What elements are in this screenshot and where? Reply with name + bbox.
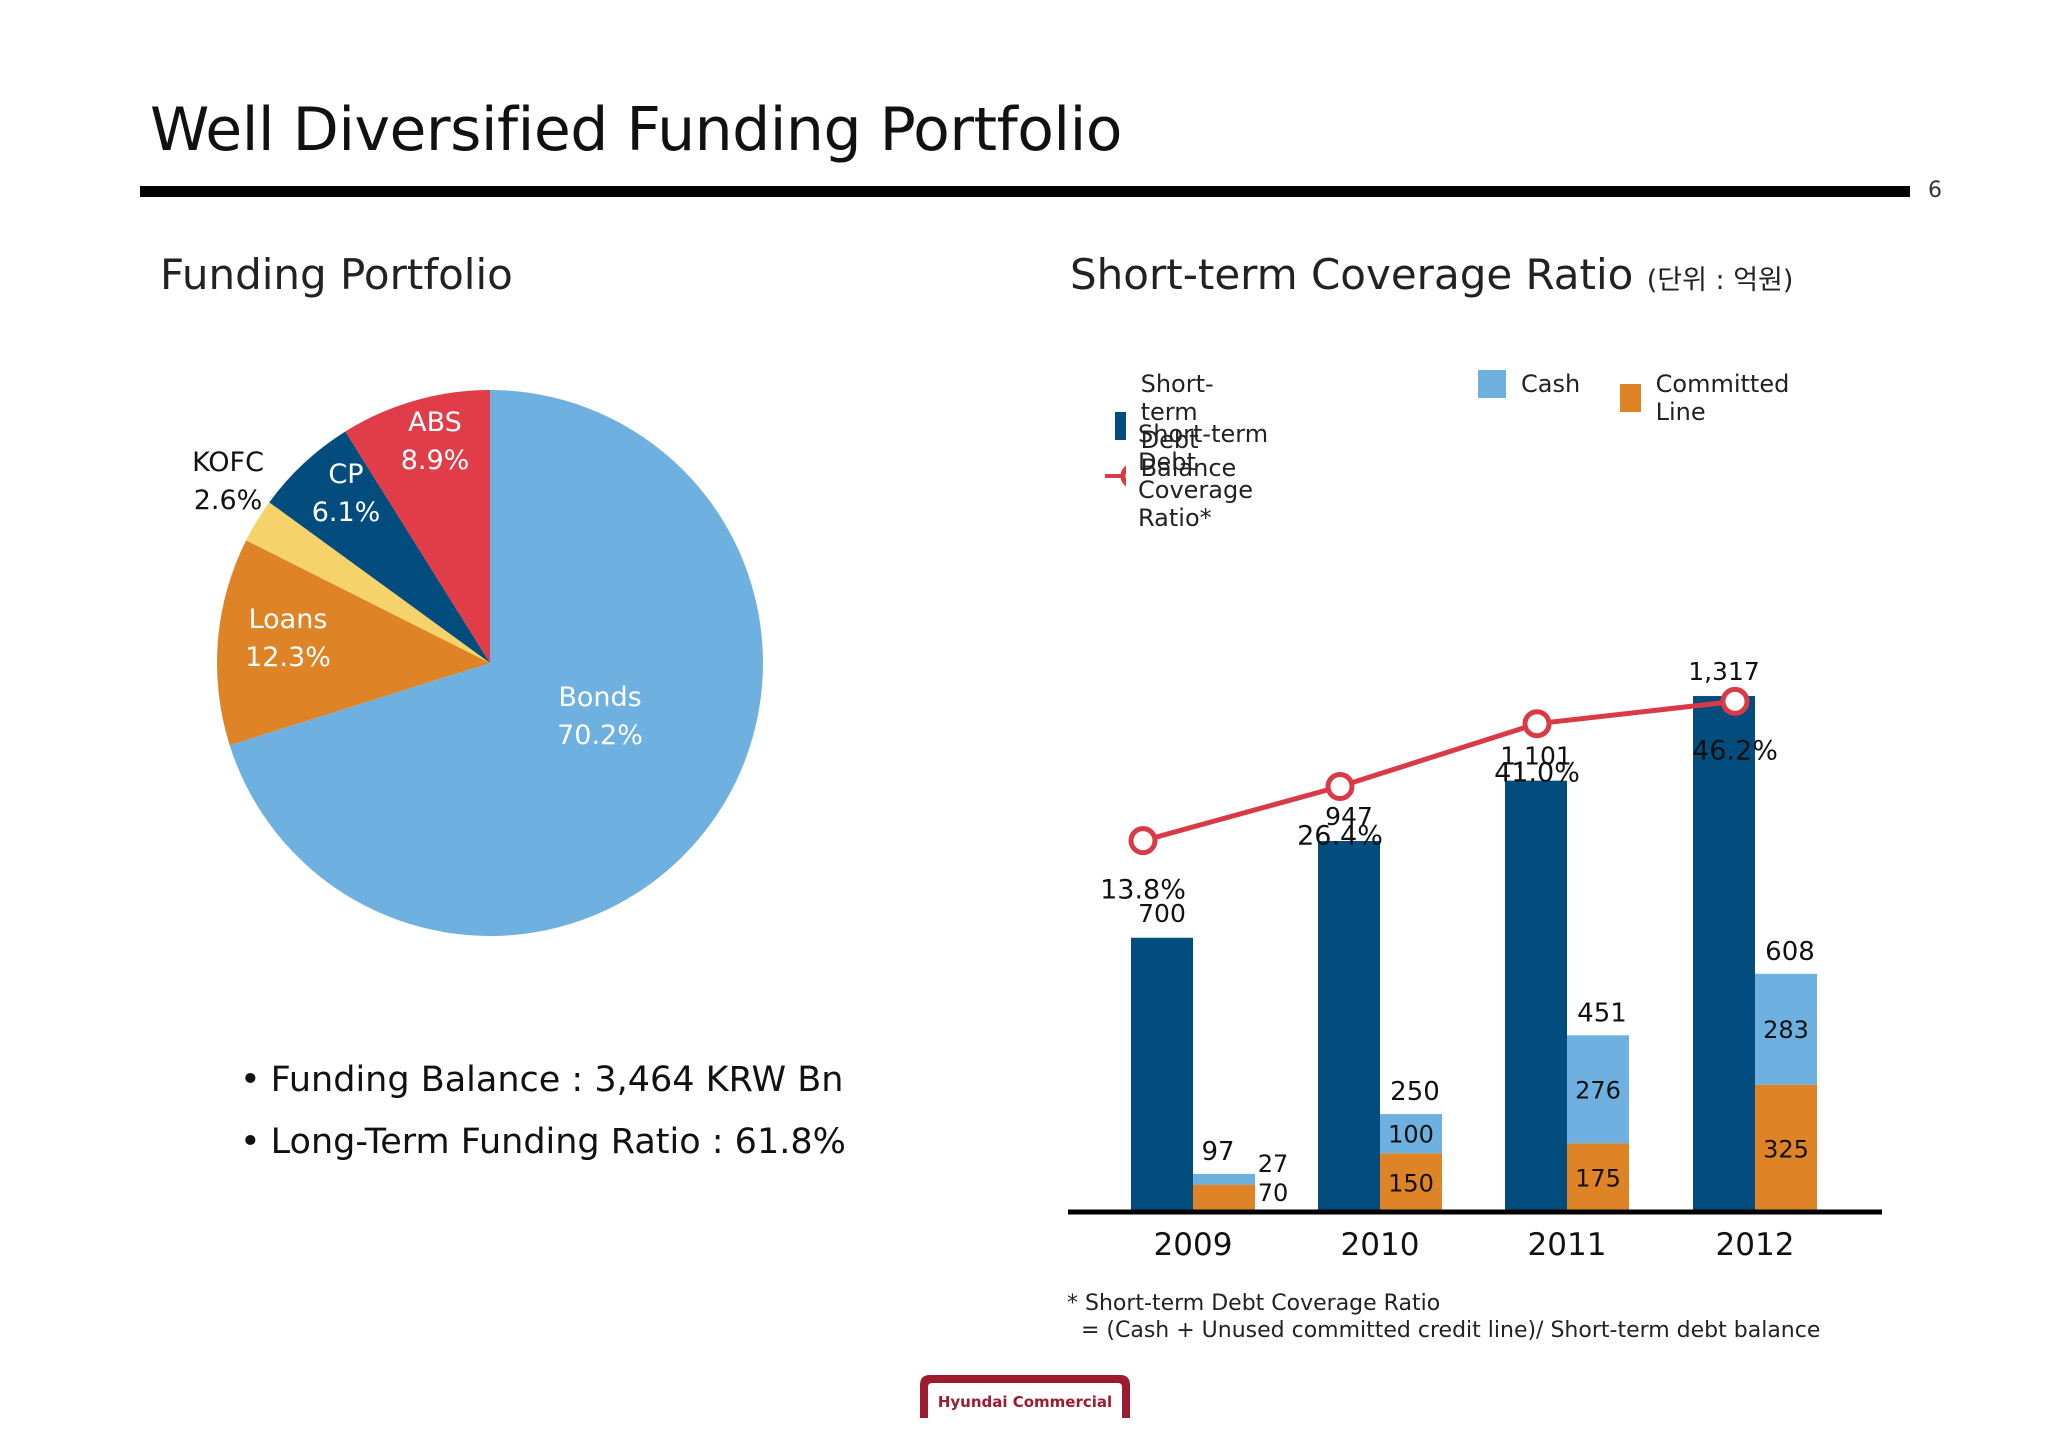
x-tick-2011: 2011	[1528, 1227, 1607, 1263]
bar-cash-2010	[1380, 1114, 1442, 1154]
label-committed-2012: 325	[1763, 1135, 1809, 1163]
bar-debt-2009	[1131, 937, 1193, 1212]
label-committed-2011: 175	[1575, 1165, 1621, 1193]
bullet-text: Long-Term Funding Ratio : 61.8%	[270, 1122, 846, 1162]
bar-cash-2012	[1755, 973, 1817, 1085]
label-debt-2010: 947	[1325, 802, 1373, 831]
title-divider	[140, 186, 1910, 197]
label-debt-2011: 1,101	[1500, 742, 1572, 771]
pie-slice-bonds	[229, 390, 763, 936]
pie-label-abs: ABS	[408, 407, 462, 438]
ratio-point-2010	[1325, 771, 1355, 801]
ratio-point-2012	[1720, 686, 1750, 716]
bar-debt-2010	[1318, 840, 1380, 1212]
label-total-2010: 250	[1390, 1077, 1440, 1107]
bar-committed-2010	[1380, 1153, 1442, 1212]
pie-value-abs: 8.9%	[401, 445, 470, 476]
coverage-title-text: Short-term Coverage Ratio	[1070, 250, 1634, 299]
label-cash-2011: 276	[1575, 1076, 1621, 1104]
pie-value-cp: 6.1%	[312, 497, 381, 528]
funding-portfolio-title: Funding Portfolio	[160, 250, 513, 299]
page-number: 6	[1928, 178, 1942, 203]
funding-pie-chart: Bonds 70.2% Loans 12.3% KOFC 2.6% CP 6.1% ABS 8.9…	[192, 390, 763, 936]
legend-cash-swatch	[1478, 370, 1506, 398]
ratio-label-2009: 13.8%	[1100, 875, 1186, 906]
unit-label: (단위 : 억원)	[1646, 265, 1794, 296]
bar-cash-2011	[1567, 1035, 1629, 1144]
coverage-ratio-title: Short-term Coverage Ratio (단위 : 억원)	[1070, 250, 1793, 299]
label-debt-2009: 700	[1138, 899, 1186, 928]
label-cash-2012: 283	[1763, 1016, 1809, 1044]
legend-debt-swatch	[1115, 412, 1126, 440]
legend-committed: Committed Line	[1620, 370, 1797, 426]
label-total-2011: 451	[1577, 998, 1627, 1028]
footnote-line-2: = (Cash + Unused committed credit line)/…	[1067, 1318, 1821, 1343]
ratio-point-2009	[1128, 826, 1158, 856]
label-cash-2009: 27	[1258, 1150, 1289, 1178]
bullet-funding-balance: • Funding Balance : 3,464 KRW Bn	[240, 1060, 844, 1100]
funding-bullets: • Funding Balance : 3,464 KRW Bn • Long-Te…	[240, 1060, 846, 1184]
bar-committed-2011	[1567, 1143, 1629, 1212]
ratio-line	[1142, 698, 1736, 844]
pie-label-cp: CP	[328, 459, 363, 490]
label-total-2012: 608	[1765, 937, 1815, 967]
label-debt-2012: 1,317	[1688, 657, 1760, 686]
bar-committed-2012	[1755, 1084, 1817, 1212]
legend-ratio: Short-term Debt Coverage Ratio*	[1105, 420, 1288, 532]
legend-ratio-label: Short-term Debt Coverage Ratio*	[1138, 420, 1269, 532]
legend-committed-swatch	[1620, 384, 1641, 412]
ratio-point-2011	[1522, 709, 1552, 739]
legend-debt: Short-term Debt Balance	[1115, 370, 1254, 482]
footnote-line-1: * Short-term Debt Coverage Ratio	[1067, 1291, 1441, 1316]
label-total-2009: 97	[1201, 1137, 1234, 1167]
legend-cash-label: Cash	[1521, 370, 1581, 398]
bar-cash-2009	[1193, 1173, 1255, 1185]
logo-text: Hyundai Commercial	[938, 1393, 1112, 1411]
legend-ratio-marker-icon	[1105, 465, 1127, 487]
bar-debt-2011	[1505, 780, 1567, 1212]
pie-label-loans: Loans	[249, 604, 328, 635]
page-title: Well Diversified Funding Portfolio	[150, 95, 1122, 165]
x-tick-2010: 2010	[1341, 1227, 1420, 1263]
pie-value-loans: 12.3%	[245, 642, 331, 673]
bar-committed-2009	[1193, 1184, 1255, 1212]
ratio-label-2012: 46.2%	[1692, 735, 1778, 766]
x-tick-2012: 2012	[1716, 1227, 1795, 1263]
bullet-text: Funding Balance : 3,464 KRW Bn	[270, 1060, 844, 1100]
label-committed-2010: 150	[1388, 1170, 1434, 1198]
legend-committed-label: Committed Line	[1655, 370, 1790, 426]
pie-slice-loans	[217, 540, 490, 746]
bullet-long-term-ratio: • Long-Term Funding Ratio : 61.8%	[240, 1122, 846, 1162]
pie-slice-kofc	[246, 502, 490, 663]
ratio-label-2010: 26.4%	[1297, 820, 1383, 851]
pie-label-bonds: Bonds	[558, 682, 641, 713]
legend-debt-label: Short-term Debt Balance	[1140, 370, 1237, 482]
pie-label-kofc: KOFC	[192, 447, 264, 478]
x-tick-2009: 2009	[1154, 1227, 1233, 1263]
label-committed-2009: 70	[1258, 1179, 1289, 1207]
pie-slice-cp	[269, 431, 490, 663]
pie-slice-abs	[345, 390, 490, 663]
pie-value-kofc: 2.6%	[194, 485, 263, 516]
hyundai-commercial-logo: Hyundai Commercial	[920, 1375, 1130, 1418]
footnote: * Short-term Debt Coverage Ratio = (Cash…	[1067, 1290, 1820, 1344]
pie-value-bonds: 70.2%	[557, 720, 643, 751]
label-cash-2010: 100	[1388, 1121, 1434, 1149]
ratio-label-2011: 41.0%	[1494, 758, 1580, 789]
bar-debt-2012	[1693, 696, 1755, 1212]
legend-cash: Cash	[1478, 370, 1580, 398]
